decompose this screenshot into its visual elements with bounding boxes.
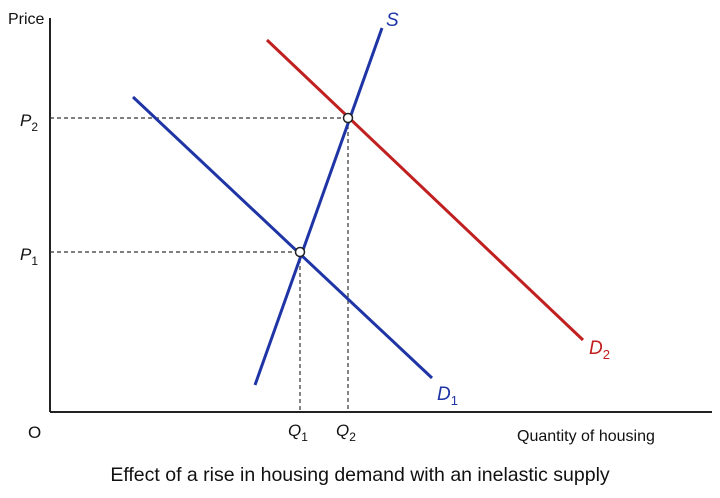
supply-label: S xyxy=(386,10,399,31)
demand-2-curve xyxy=(265,38,585,342)
y-axis-label: Price xyxy=(8,11,45,28)
demand-2-label: D2 xyxy=(589,338,610,362)
supply-curve xyxy=(253,27,384,386)
guides xyxy=(50,117,349,412)
demand-1-curve xyxy=(131,95,434,380)
origin-label: O xyxy=(28,423,41,442)
p2-label: P2 xyxy=(20,111,38,134)
equilibrium-2 xyxy=(342,112,354,124)
q2-label: Q2 xyxy=(336,421,356,444)
p1-label: P1 xyxy=(20,245,38,268)
caption: Effect of a rise in housing demand with … xyxy=(110,464,610,486)
q1-label: Q1 xyxy=(288,421,308,444)
x-axis-label: Quantity of housing xyxy=(517,428,655,445)
equilibrium-1 xyxy=(294,246,306,258)
demand-1-label: D1 xyxy=(437,384,458,408)
